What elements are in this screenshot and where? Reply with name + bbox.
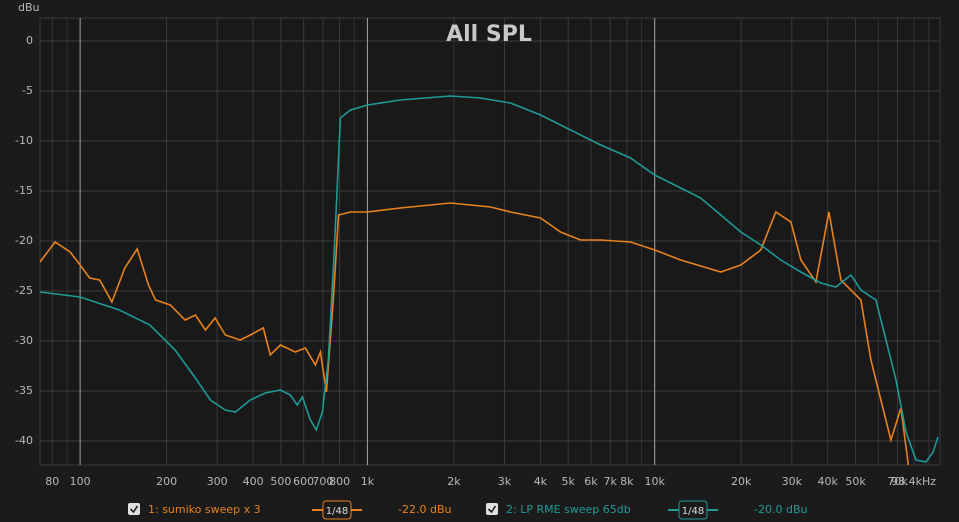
y-tick-label: -30 [15,334,33,347]
y-tick-label: -20 [15,234,33,247]
x-tick-label: 8k [620,475,634,488]
smoothing-selector[interactable]: 1/48 [668,500,718,520]
x-tick-label: 50k [845,475,866,488]
x-tick-label: 70k [887,475,908,488]
x-tick-label: 300 [207,475,228,488]
legend-label: 2: LP RME sweep 65db [506,503,631,516]
x-tick-label: 700 [312,475,333,488]
level-label: -22.0 dBu [398,503,451,516]
x-tick-label: 30k [782,475,803,488]
checkbox-check [487,505,497,514]
y-tick-label: -10 [15,134,33,147]
y-tick-label: -35 [15,384,33,397]
smoothing-box [678,500,708,520]
chart-title: All SPL [446,22,532,47]
x-tick-label: 80 [45,475,59,488]
smoothing-box [322,500,352,520]
x-tick-label: 40k [817,475,838,488]
x-tick-label: 10k [645,475,666,488]
legend-checkbox[interactable] [486,503,498,515]
x-tick-label: 100 [70,475,91,488]
x-tick-label: 1k [361,475,375,488]
checkbox-check [129,505,139,514]
x-tick-label: 3k [498,475,512,488]
x-tick-label: 500 [270,475,291,488]
legend-label: 1: sumiko sweep x 3 [148,503,261,516]
x-tick-label: 2k [447,475,461,488]
x-tick-label: 400 [243,475,264,488]
smoothing-label: 1/48 [682,506,704,517]
x-tick-label: 98.4kHz [891,475,936,488]
x-tick-label: 5k [562,475,576,488]
smoothing-label: 1/48 [326,506,348,517]
x-tick-label: 4k [534,475,548,488]
level-label: -20.0 dBu [754,503,807,516]
series-line [40,202,910,465]
checkbox-box [128,503,140,515]
x-tick-label: 600 [293,475,314,488]
y-tick-label: -15 [15,184,33,197]
x-tick-label: 7k [604,475,618,488]
y-tick-label: 0 [26,34,33,47]
smoothing-selector[interactable]: 1/48 [312,500,362,520]
y-tick-label: -25 [15,284,33,297]
y-axis-label: dBu [18,1,40,14]
x-tick-label: 200 [156,475,177,488]
x-tick-label: 6k [584,475,598,488]
checkbox-box [486,503,498,515]
x-tick-label: 800 [329,475,350,488]
x-tick-label: 20k [731,475,752,488]
legend-checkbox[interactable] [128,503,140,515]
series-line [40,95,939,463]
y-tick-label: -5 [22,84,33,97]
y-tick-label: -40 [15,434,33,447]
